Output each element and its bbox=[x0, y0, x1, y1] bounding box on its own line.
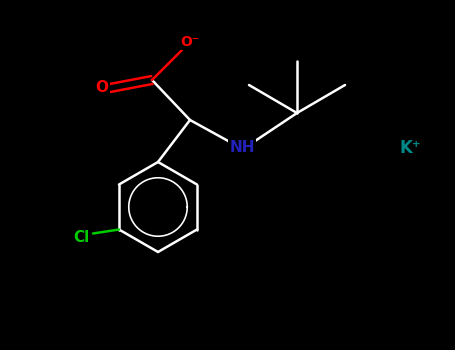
Text: Cl: Cl bbox=[73, 230, 89, 245]
Text: K⁺: K⁺ bbox=[399, 139, 421, 157]
Text: O: O bbox=[96, 80, 108, 96]
Text: O⁻: O⁻ bbox=[180, 35, 200, 49]
Text: NH: NH bbox=[229, 140, 255, 155]
